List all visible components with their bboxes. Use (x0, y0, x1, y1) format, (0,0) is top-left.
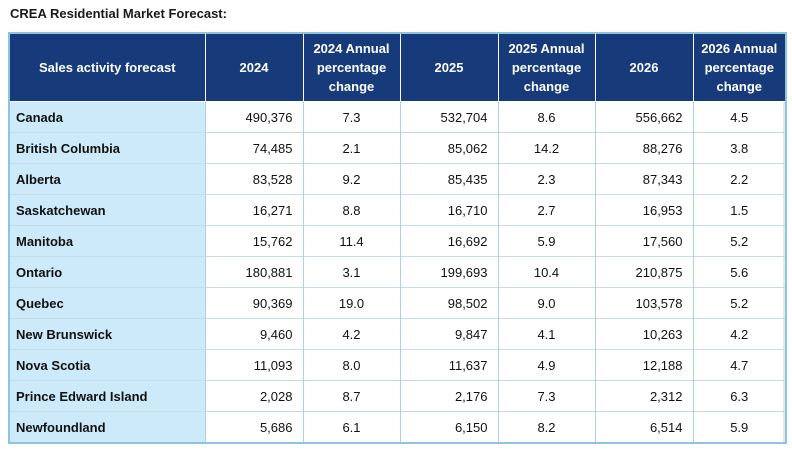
sales-2025-cell: 2,176 (399, 380, 498, 412)
region-cell: Canada (9, 101, 205, 133)
table-row: Ontario 180,881 3.1 199,693 10.4 210,875 5.6 (9, 256, 786, 288)
sales-2026-cell: 6,514 (594, 411, 693, 443)
sales-2025-cell: 11,637 (399, 349, 498, 381)
pct-2024-cell: 8.7 (302, 380, 400, 412)
sales-2025-cell: 16,710 (399, 194, 498, 226)
pct-2026-cell: 4.7 (692, 349, 786, 381)
sales-2026-cell: 17,560 (594, 225, 693, 257)
sales-2026-cell: 2,312 (594, 380, 693, 412)
pct-2026-cell: 1.5 (692, 194, 786, 226)
sales-2025-cell: 85,062 (399, 132, 498, 164)
region-cell: Nova Scotia (9, 349, 205, 381)
pct-2025-cell: 2.7 (497, 194, 595, 226)
sales-2026-cell: 103,578 (594, 287, 693, 319)
sales-2024-cell: 9,460 (204, 318, 303, 350)
pct-2024-cell: 2.1 (302, 132, 400, 164)
sales-2024-cell: 11,093 (204, 349, 303, 381)
column-header-2026-pct: 2026 Annual percentage change (692, 32, 787, 102)
sales-2026-cell: 556,662 (594, 101, 693, 133)
pct-2026-cell: 5.2 (692, 225, 786, 257)
region-cell: Quebec (9, 287, 205, 319)
table-row: Quebec 90,369 19.0 98,502 9.0 103,578 5.2 (9, 287, 786, 319)
pct-2024-cell: 8.8 (302, 194, 400, 226)
sales-2026-cell: 16,953 (594, 194, 693, 226)
pct-2026-cell: 5.2 (692, 287, 786, 319)
sales-2026-cell: 88,276 (594, 132, 693, 164)
pct-2025-cell: 14.2 (497, 132, 595, 164)
pct-2024-cell: 8.0 (302, 349, 400, 381)
table-body: Canada 490,376 7.3 532,704 8.6 556,662 4.5 Brit… (9, 101, 786, 443)
pct-2024-cell: 4.2 (302, 318, 400, 350)
sales-2024-cell: 90,369 (204, 287, 303, 319)
sales-2026-cell: 10,263 (594, 318, 693, 350)
pct-2025-cell: 9.0 (497, 287, 595, 319)
region-cell: New Brunswick (9, 318, 205, 350)
sales-2024-cell: 83,528 (204, 163, 303, 195)
sales-2024-cell: 16,271 (204, 194, 303, 226)
region-cell: Ontario (9, 256, 205, 288)
sales-2025-cell: 16,692 (399, 225, 498, 257)
pct-2026-cell: 4.2 (692, 318, 786, 350)
pct-2025-cell: 4.9 (497, 349, 595, 381)
sales-2024-cell: 5,686 (204, 411, 303, 443)
pct-2024-cell: 9.2 (302, 163, 400, 195)
pct-2024-cell: 11.4 (302, 225, 400, 257)
column-header-2024-pct: 2024 Annual percentage change (302, 32, 401, 102)
column-header-2025-pct: 2025 Annual percentage change (497, 32, 596, 102)
header-row: Sales activity forecast 2024 2024 Annual… (8, 32, 787, 102)
region-cell: Prince Edward Island (9, 380, 205, 412)
pct-2025-cell: 7.3 (497, 380, 595, 412)
column-header-region: Sales activity forecast (8, 32, 206, 102)
column-header-2026: 2026 (594, 32, 694, 102)
column-header-2024: 2024 (204, 32, 304, 102)
pct-2024-cell: 6.1 (302, 411, 400, 443)
sales-2024-cell: 74,485 (204, 132, 303, 164)
sales-2025-cell: 9,847 (399, 318, 498, 350)
table-row: Nova Scotia 11,093 8.0 11,637 4.9 12,188 4.7 (9, 349, 786, 381)
pct-2026-cell: 2.2 (692, 163, 786, 195)
sales-2026-cell: 87,343 (594, 163, 693, 195)
table-row: Saskatchewan 16,271 8.8 16,710 2.7 16,953 1.5 (9, 194, 786, 226)
pct-2025-cell: 10.4 (497, 256, 595, 288)
pct-2026-cell: 4.5 (692, 101, 786, 133)
table-row: New Brunswick 9,460 4.2 9,847 4.1 10,263 4.2 (9, 318, 786, 350)
table-row: Alberta 83,528 9.2 85,435 2.3 87,343 2.2 (9, 163, 786, 195)
table-row: Newfoundland 5,686 6.1 6,150 8.2 6,514 5.9 (9, 411, 786, 443)
sales-2024-cell: 490,376 (204, 101, 303, 133)
sales-2024-cell: 2,028 (204, 380, 303, 412)
sales-2025-cell: 199,693 (399, 256, 498, 288)
pct-2026-cell: 5.6 (692, 256, 786, 288)
table-row: Manitoba 15,762 11.4 16,692 5.9 17,560 5.2 (9, 225, 786, 257)
sales-2024-cell: 15,762 (204, 225, 303, 257)
sales-2026-cell: 12,188 (594, 349, 693, 381)
sales-2026-cell: 210,875 (594, 256, 693, 288)
pct-2024-cell: 3.1 (302, 256, 400, 288)
pct-2025-cell: 2.3 (497, 163, 595, 195)
region-cell: Alberta (9, 163, 205, 195)
pct-2026-cell: 3.8 (692, 132, 786, 164)
pct-2025-cell: 8.2 (497, 411, 595, 443)
pct-2025-cell: 4.1 (497, 318, 595, 350)
pct-2025-cell: 5.9 (497, 225, 595, 257)
pct-2025-cell: 8.6 (497, 101, 595, 133)
region-cell: Manitoba (9, 225, 205, 257)
pct-2026-cell: 5.9 (692, 411, 786, 443)
region-cell: Saskatchewan (9, 194, 205, 226)
pct-2024-cell: 19.0 (302, 287, 400, 319)
forecast-table: Sales activity forecast 2024 2024 Annual… (8, 32, 787, 444)
sales-2025-cell: 98,502 (399, 287, 498, 319)
sales-2025-cell: 85,435 (399, 163, 498, 195)
table-row: British Columbia 74,485 2.1 85,062 14.2 88,27… (9, 132, 786, 164)
table-row: Prince Edward Island 2,028 8.7 2,176 7.3 2,31… (9, 380, 786, 412)
table-row: Canada 490,376 7.3 532,704 8.6 556,662 4.5 (9, 101, 786, 133)
pct-2024-cell: 7.3 (302, 101, 400, 133)
page-title: CREA Residential Market Forecast: (10, 6, 227, 21)
region-cell: British Columbia (9, 132, 205, 164)
region-cell: Newfoundland (9, 411, 205, 443)
sales-2025-cell: 6,150 (399, 411, 498, 443)
pct-2026-cell: 6.3 (692, 380, 786, 412)
sales-2025-cell: 532,704 (399, 101, 498, 133)
sales-2024-cell: 180,881 (204, 256, 303, 288)
column-header-2025: 2025 (399, 32, 499, 102)
